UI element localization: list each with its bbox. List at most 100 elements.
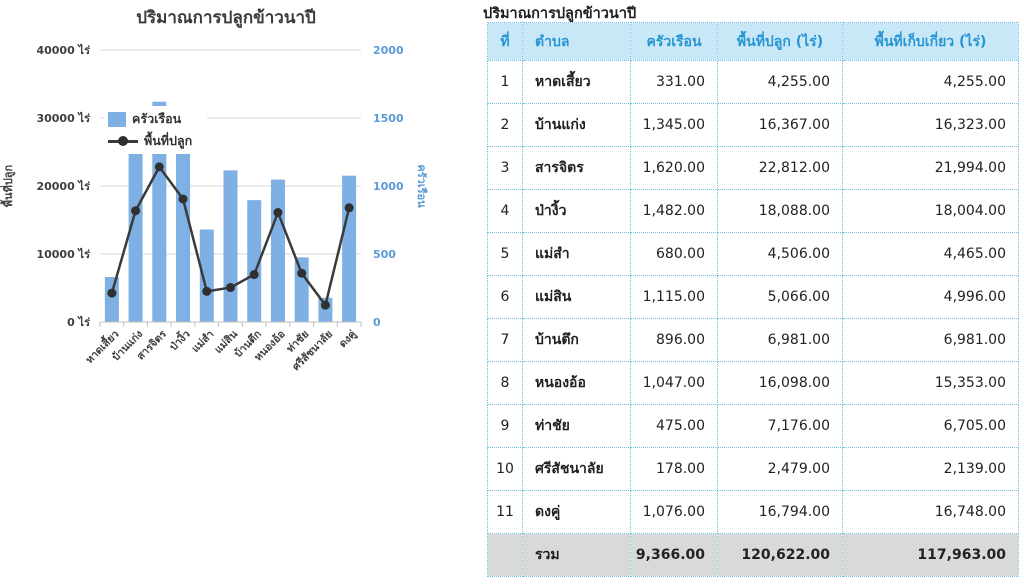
value-cell: 16,323.00: [842, 103, 1019, 147]
line-marker-dot-icon: [118, 136, 128, 146]
column-header: พื้นที่เก็บเกี่ยว (ไร่): [842, 22, 1019, 61]
tambon-cell: รวม: [522, 533, 631, 577]
value-cell: 4,506.00: [717, 232, 843, 276]
value-cell: 178.00: [630, 447, 718, 491]
table-header-row: ที่ ตำบล ครัวเรือน พื้นที่ปลูก (ไร่) พื้นที่…: [487, 22, 1019, 61]
column-header: ครัวเรือน: [630, 22, 718, 61]
row-number-cell: 2: [487, 103, 523, 147]
value-cell: 475.00: [630, 404, 718, 448]
value-cell: 4,996.00: [842, 275, 1019, 319]
right-axis-ticks: 0 500 1000 1500 2000: [373, 44, 404, 329]
y-axis-tick-label-left: 10000 ไร่: [36, 247, 90, 261]
value-cell: 4,255.00: [717, 60, 843, 104]
line-series: [107, 162, 354, 310]
table-row: 4 ป่างิ้ว 1,482.00 18,088.00 18,004.00: [487, 189, 1019, 233]
table-row: 5 แม่สำ 680.00 4,506.00 4,465.00: [487, 232, 1019, 276]
tambon-cell: ท่าชัย: [522, 404, 631, 448]
chart-legend: ครัวเรือน พื้นที่ปลูก: [105, 106, 207, 154]
tambon-cell: แม่สิน: [522, 275, 631, 319]
value-cell: 16,367.00: [717, 103, 843, 147]
y-axis-tick-label-left: 20000 ไร่: [36, 179, 90, 193]
line-marker: [273, 208, 283, 218]
chart-panel: ปริมาณการปลูกข้าวนาปี 0 ไร่ 10000 ไร่ 2000…: [0, 0, 465, 420]
right-axis-title: ครัวเรือน: [415, 164, 428, 208]
value-cell: 15,353.00: [842, 361, 1019, 405]
value-cell: 5,066.00: [717, 275, 843, 319]
value-cell: 1,345.00: [630, 103, 718, 147]
tambon-cell: แม่สำ: [522, 232, 631, 276]
value-cell: 6,981.00: [717, 318, 843, 362]
value-cell: 2,139.00: [842, 447, 1019, 491]
line-marker: [107, 288, 117, 298]
value-cell: 6,705.00: [842, 404, 1019, 448]
x-axis-labels: หาดเสี้ยวบ้านแก่งสารจิตรป่างิ้วแม่สำแม่ส…: [81, 326, 359, 373]
tambon-cell: ศรีสัชนาลัย: [522, 447, 631, 491]
value-cell: 896.00: [630, 318, 718, 362]
y-axis-tick-label-right: 500: [373, 248, 396, 261]
y-axis-tick-label-right: 2000: [373, 44, 404, 57]
line-marker: [320, 300, 330, 310]
tambon-cell: หนองอ้อ: [522, 361, 631, 405]
value-cell: 1,047.00: [630, 361, 718, 405]
value-cell: 1,115.00: [630, 275, 718, 319]
bar: [104, 276, 119, 322]
bar: [223, 170, 238, 322]
x-axis-label: ป่างิ้ว: [165, 326, 192, 353]
table-row: 8 หนองอ้อ 1,047.00 16,098.00 15,353.00: [487, 361, 1019, 405]
rice-planting-table: ที่ ตำบล ครัวเรือน พื้นที่ปลูก (ไร่) พื้นที่…: [487, 22, 1019, 577]
line-marker: [226, 283, 235, 293]
tambon-cell: สารจิตร: [522, 146, 631, 190]
tambon-cell: ดงคู่: [522, 490, 631, 534]
tambon-cell: หาดเสี้ยว: [522, 60, 631, 104]
legend-label: ครัวเรือน: [132, 111, 182, 126]
column-header: พื้นที่ปลูก (ไร่): [717, 22, 843, 61]
total-row: รวม 9,366.00 120,622.00 117,963.00: [487, 533, 1019, 577]
line-marker: [249, 270, 259, 280]
row-number-cell: 11: [487, 490, 523, 534]
x-axis-label: แม่สำ: [190, 328, 217, 355]
x-axis-label: ดงคู่: [337, 328, 360, 351]
table-title: ปริมาณการปลูกข้าวนาปี: [483, 6, 637, 22]
table-row: 6 แม่สิน 1,115.00 5,066.00 4,996.00: [487, 275, 1019, 319]
value-cell: 117,963.00: [842, 533, 1019, 577]
bar: [247, 200, 262, 322]
row-number-cell: 1: [487, 60, 523, 104]
value-cell: 680.00: [630, 232, 718, 276]
table-row: 3 สารจิตร 1,620.00 22,812.00 21,994.00: [487, 146, 1019, 190]
tambon-cell: บ้านตึก: [522, 318, 631, 362]
bar: [152, 101, 167, 323]
line-marker: [344, 203, 354, 213]
row-number-cell: 5: [487, 232, 523, 276]
table-row: 2 บ้านแก่ง 1,345.00 16,367.00 16,323.00: [487, 103, 1019, 147]
line-marker: [131, 206, 141, 216]
value-cell: 120,622.00: [717, 533, 843, 577]
value-cell: 9,366.00: [630, 533, 718, 577]
bar: [176, 120, 191, 322]
value-cell: 4,255.00: [842, 60, 1019, 104]
y-axis-tick-label-right: 1000: [373, 180, 404, 193]
table-row: 9 ท่าชัย 475.00 7,176.00 6,705.00: [487, 404, 1019, 448]
line-legend-swatch-icon: [108, 136, 138, 146]
line-marker: [297, 268, 307, 278]
value-cell: 4,465.00: [842, 232, 1019, 276]
y-axis-tick-label-right: 0: [373, 316, 381, 329]
value-cell: 21,994.00: [842, 146, 1019, 190]
value-cell: 16,098.00: [717, 361, 843, 405]
bar: [128, 139, 143, 322]
row-number-cell: 4: [487, 189, 523, 233]
value-cell: 1,482.00: [630, 189, 718, 233]
table-row: 1 หาดเสี้ยว 331.00 4,255.00 4,255.00: [487, 60, 1019, 104]
bar: [342, 175, 357, 322]
column-header: ที่: [487, 22, 523, 61]
legend-label: พื้นที่ปลูก: [144, 133, 193, 148]
legend-item-line: พื้นที่ปลูก: [108, 130, 201, 152]
x-axis: [99, 321, 362, 327]
value-cell: 331.00: [630, 60, 718, 104]
value-cell: 16,748.00: [842, 490, 1019, 534]
value-cell: 16,794.00: [717, 490, 843, 534]
bar: [270, 179, 285, 322]
row-number-cell: 10: [487, 447, 523, 491]
row-number-cell: [487, 533, 523, 577]
table-row: 11 ดงคู่ 1,076.00 16,794.00 16,748.00: [487, 490, 1019, 534]
